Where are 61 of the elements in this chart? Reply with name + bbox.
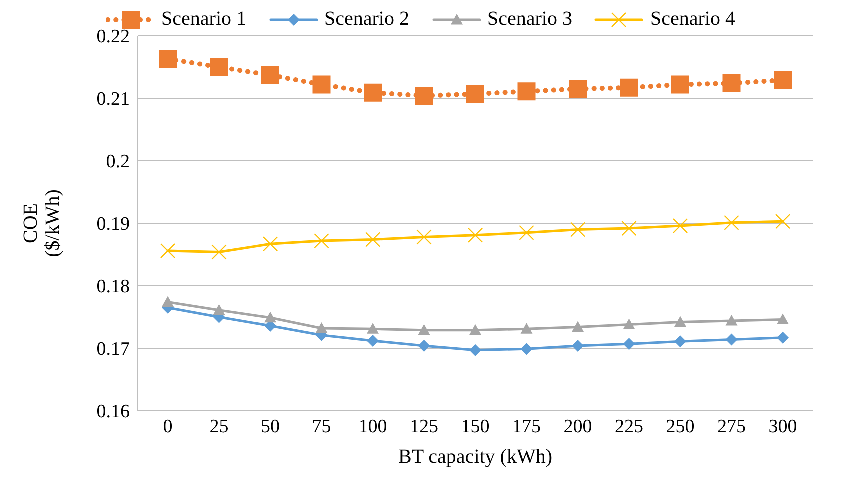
point <box>672 76 690 94</box>
x-tick-label: 200 <box>564 416 592 438</box>
point <box>262 66 280 84</box>
point <box>623 338 636 350</box>
point <box>312 76 331 94</box>
point <box>364 84 382 102</box>
x-tick-label: 75 <box>312 416 332 438</box>
legend-label: Scenario 4 <box>650 8 736 31</box>
y-tick-label: 0.22 <box>96 26 130 48</box>
point <box>722 74 741 92</box>
point <box>470 344 482 356</box>
x-tick-label: 150 <box>461 416 490 438</box>
point <box>264 312 276 323</box>
point <box>620 78 638 97</box>
y-tick-label: 0.19 <box>96 214 130 236</box>
point <box>674 336 686 348</box>
y-tick-label: 0.16 <box>96 402 130 423</box>
point <box>623 318 636 330</box>
point <box>213 304 226 316</box>
point <box>159 50 177 68</box>
x-tick-label: 25 <box>210 416 229 438</box>
y-tick-label: 0.18 <box>96 276 130 298</box>
point <box>520 323 533 334</box>
point <box>367 323 379 334</box>
point <box>470 324 482 336</box>
point <box>518 82 536 101</box>
y-tick-label: 0.21 <box>96 89 130 110</box>
x-tick-label: 50 <box>261 416 280 438</box>
point <box>367 335 379 347</box>
x-tick-label: 275 <box>718 416 746 438</box>
point <box>316 322 328 334</box>
point <box>418 340 430 352</box>
point <box>572 340 584 352</box>
point <box>777 332 789 344</box>
legend-label: Scenario 2 <box>324 8 410 31</box>
point <box>569 80 587 98</box>
x-tick-label: 300 <box>768 416 798 438</box>
y-axis-title: COE ($/kWh) <box>20 190 64 258</box>
point <box>520 343 533 356</box>
x-tick-label: 175 <box>512 416 541 438</box>
legend-label: Scenario 3 <box>488 8 572 31</box>
point <box>726 315 738 326</box>
point <box>777 314 789 325</box>
legend-label: Scenario 1 <box>162 8 247 31</box>
point <box>674 316 686 328</box>
point <box>415 87 434 105</box>
point <box>418 324 430 336</box>
y-tick-label: 0.17 <box>96 339 130 360</box>
x-tick-label: 250 <box>666 416 695 438</box>
point <box>726 334 738 346</box>
y-tick-label: 0.2 <box>106 152 130 173</box>
x-tick-label: 0 <box>163 416 173 438</box>
x-tick-label: 100 <box>358 416 388 438</box>
point <box>774 71 792 90</box>
x-tick-label: 125 <box>410 416 438 438</box>
point <box>466 85 484 104</box>
x-tick-label: 225 <box>615 416 644 438</box>
point <box>162 296 174 308</box>
point <box>572 321 584 332</box>
x-axis-title: BT capacity (kWh) <box>398 446 553 468</box>
point <box>210 58 228 76</box>
